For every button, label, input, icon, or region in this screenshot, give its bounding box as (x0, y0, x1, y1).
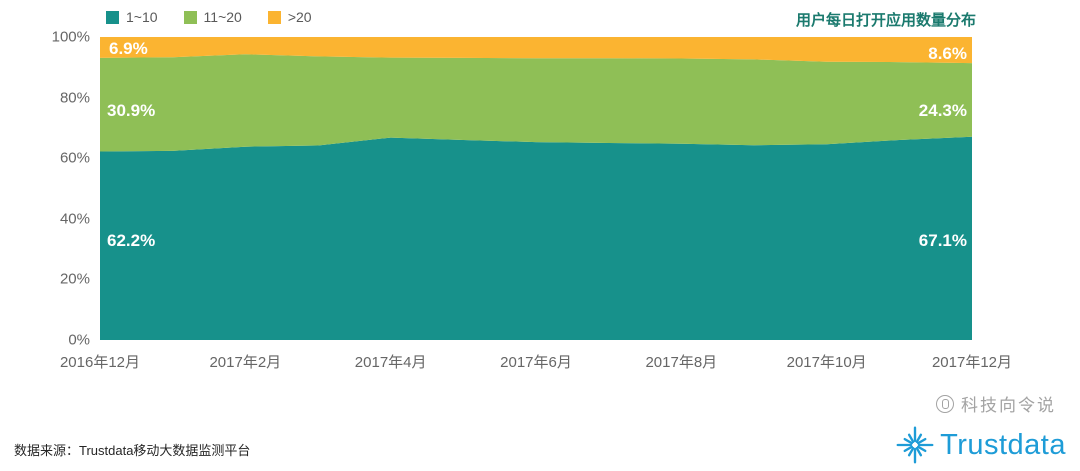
label-right-gt20: 8.6% (928, 44, 967, 63)
label-left-gt20: 6.9% (109, 39, 148, 58)
legend-label-gt20: >20 (287, 9, 312, 25)
stacked-area-plot (100, 37, 972, 340)
area-series->20 (100, 37, 972, 64)
x-axis-tick: 2017年2月 (209, 354, 282, 371)
legend-swatch-11-20 (183, 10, 197, 24)
x-axis: 2016年12月 2017年2月 2017年4月 2017年6月 2017年8月 2017… (60, 351, 1012, 373)
legend-swatch-1-10 (106, 10, 119, 24)
x-axis-tick: 2017年6月 (500, 354, 572, 371)
watermark-account-icon (936, 394, 954, 413)
x-axis-tick: 2017年8月 (645, 354, 718, 371)
legend-swatch-gt20 (267, 10, 281, 24)
chart-legend: 1~10 11~20 >20 (106, 9, 312, 25)
brand-block: 科技向令说 Trustdata (836, 394, 1066, 467)
legend-item-11-20[interactable]: 11~20 (183, 9, 242, 25)
legend-label-1-10: 1~10 (126, 9, 158, 25)
y-axis-tick: 80% (59, 89, 90, 107)
area-series-11~20 (100, 54, 972, 152)
watermark: 科技向令说 (936, 391, 1056, 416)
y-axis-tick: 100% (51, 28, 90, 46)
area-series-1~10 (100, 136, 972, 340)
trustdata-starburst-icon (896, 426, 934, 464)
label-right-11-20: 24.3% (918, 101, 967, 120)
x-axis-tick: 2016年12月 (59, 354, 141, 371)
legend-item-gt20[interactable]: >20 (267, 9, 312, 25)
y-axis-tick: 60% (59, 149, 90, 167)
legend-label-11-20: 11~20 (203, 9, 242, 25)
x-axis-tick: 2017年4月 (354, 354, 427, 371)
x-axis-tick: 2017年12月 (931, 354, 1013, 371)
trustdata-logo-text: Trustdata (940, 428, 1066, 461)
y-axis-tick: 0% (68, 331, 90, 349)
trustdata-logo: Trustdata (895, 425, 1066, 465)
plot-area: 6.9% 30.9% 62.2% 8.6% 24.3% 67.1% (100, 37, 972, 340)
x-axis-tick: 2017年10月 (786, 354, 867, 371)
chart-title: 用户每日打开应用数量分布 (795, 12, 976, 29)
data-source-note: 数据来源：Trustdata移动大数据监测平台 (14, 443, 251, 458)
label-right-1-10: 67.1% (918, 231, 967, 250)
y-axis: 0% 20% 40% 60% 80% 100% (0, 29, 90, 349)
legend-item-1-10[interactable]: 1~10 (106, 9, 158, 25)
label-left-11-20: 30.9% (107, 101, 156, 120)
label-left-1-10: 62.2% (107, 231, 156, 250)
y-axis-tick: 40% (59, 210, 90, 228)
y-axis-tick: 20% (59, 270, 90, 288)
watermark-text: 科技向令说 (961, 396, 1056, 415)
